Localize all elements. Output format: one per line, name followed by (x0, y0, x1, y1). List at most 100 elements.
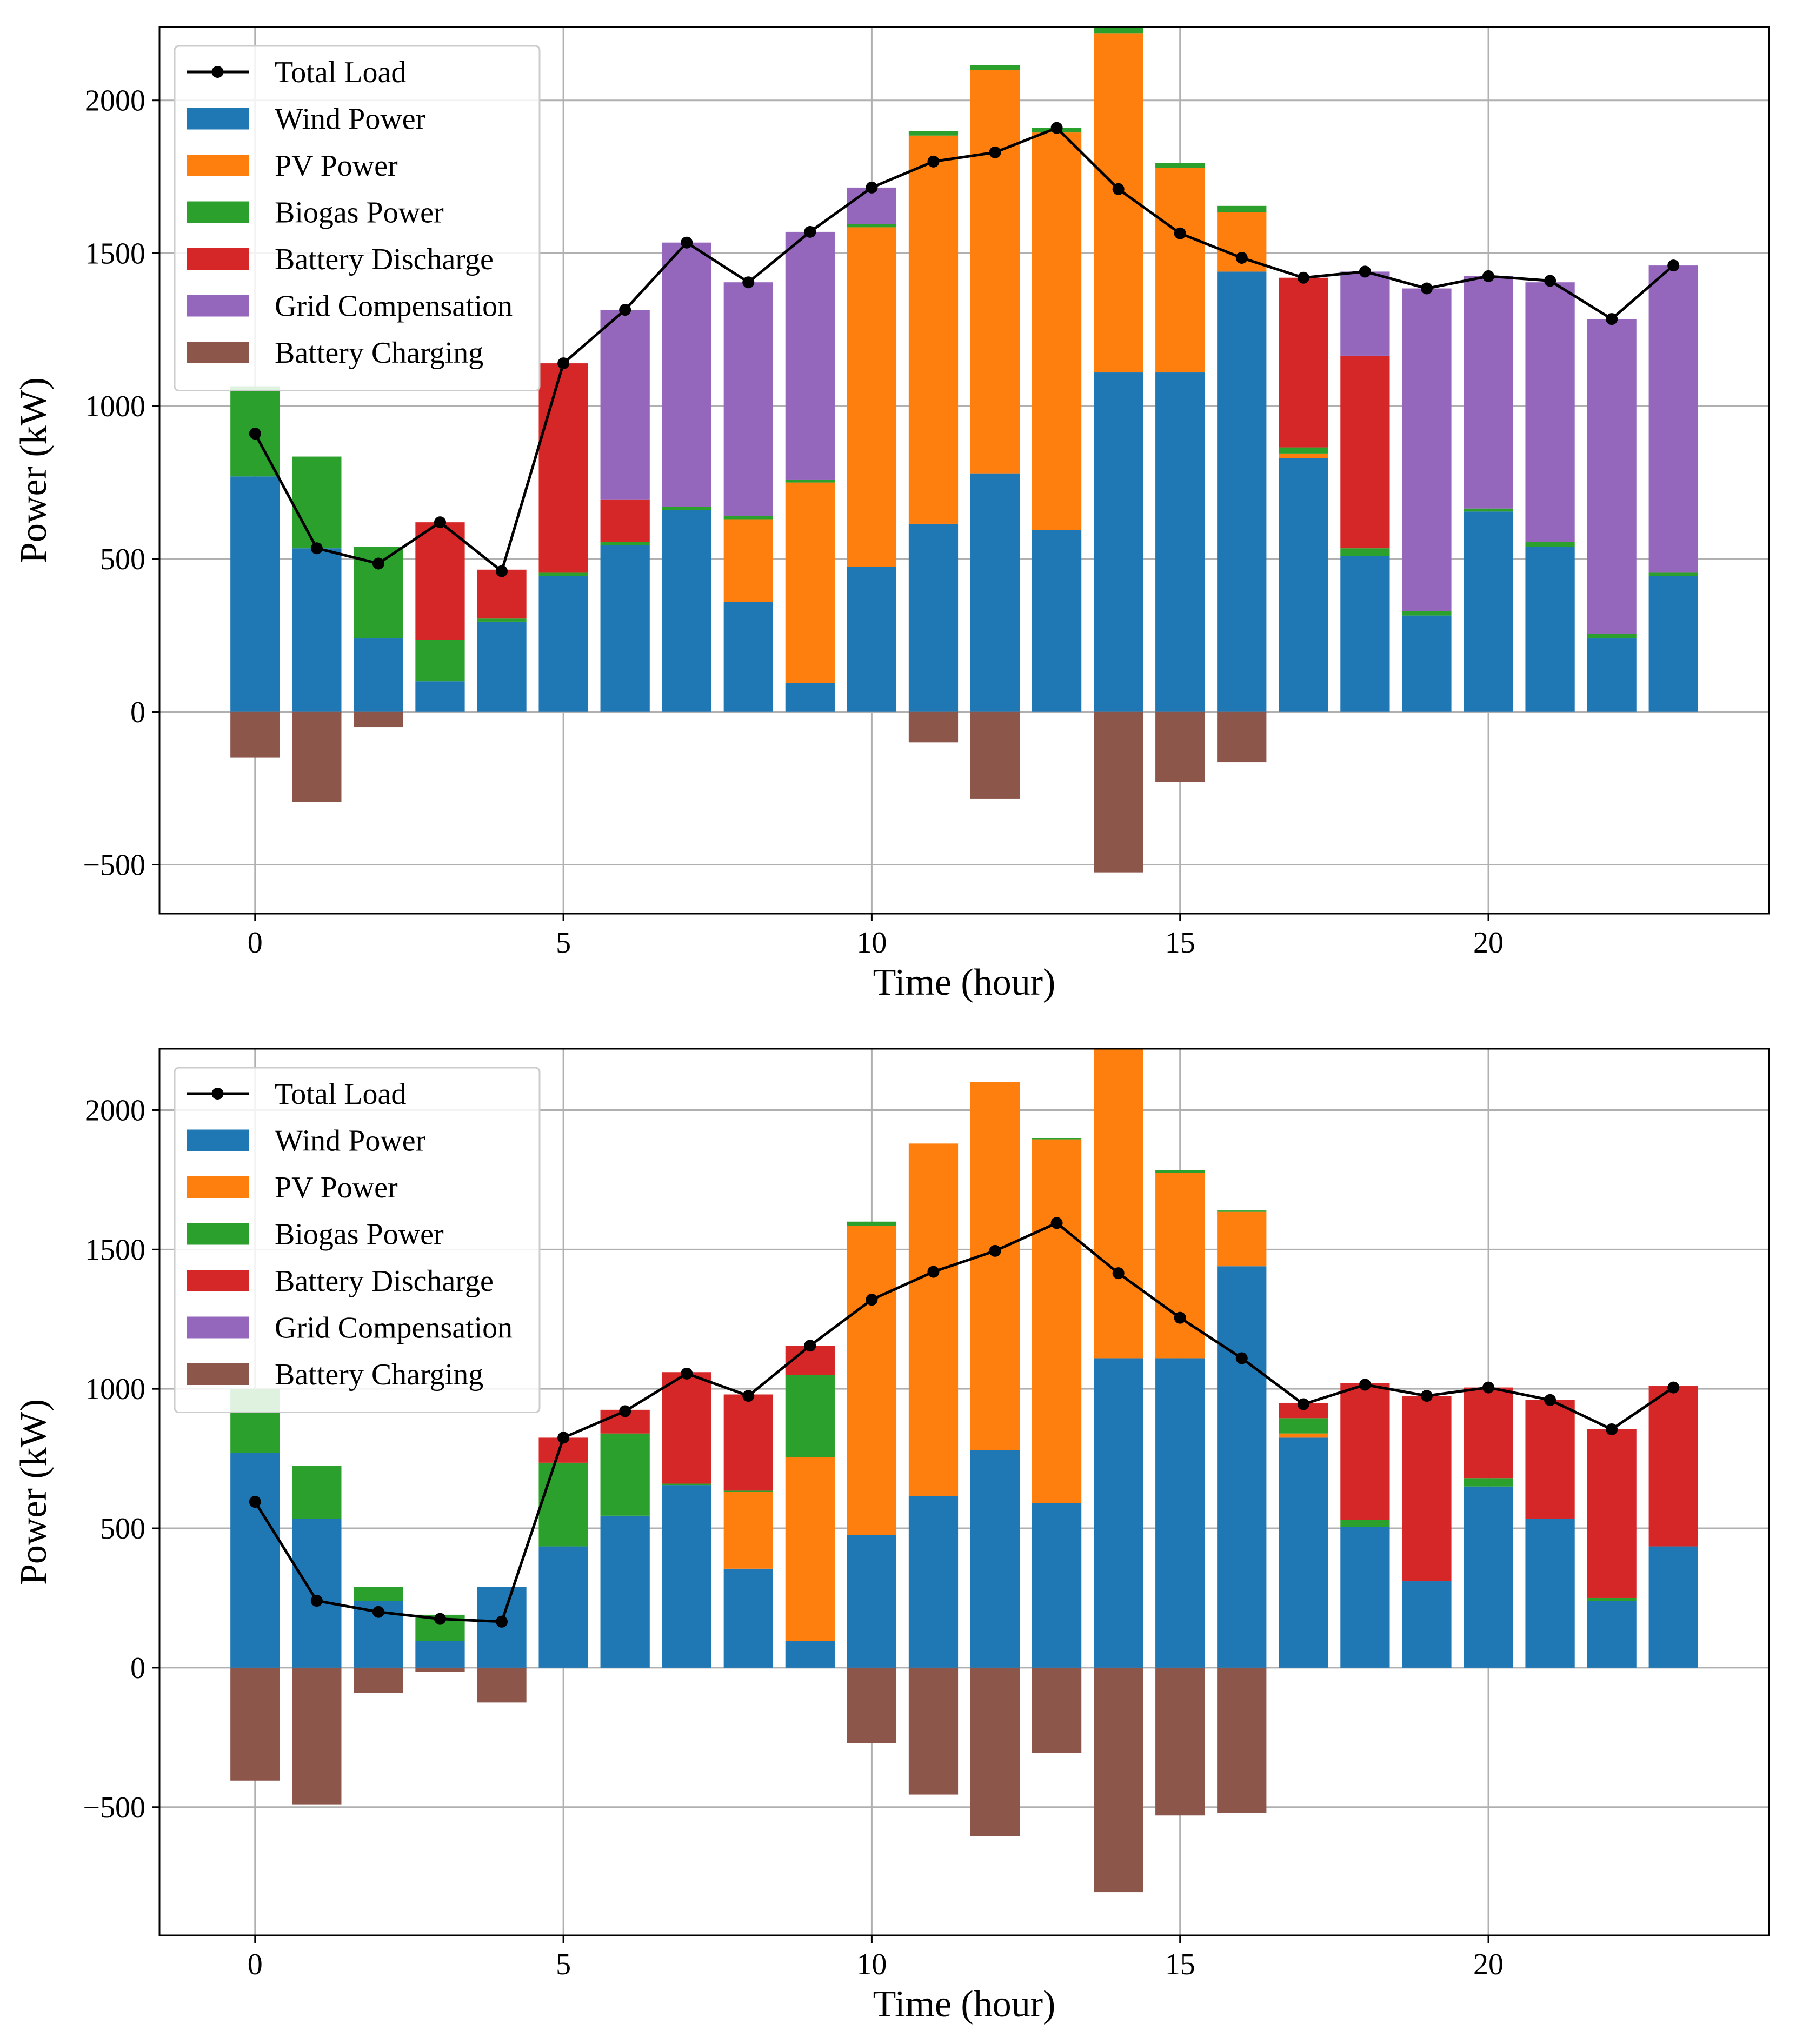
bar-biogas-power-hour-16 (1217, 1210, 1267, 1212)
chart-bottom: 0 5 10 15 20 −500 0 500 1000 1500 2000 Time (hour) P… (13, 1048, 1770, 2025)
bar-battery-discharge-hour-3 (415, 522, 465, 640)
point-total-load-hour-14 (1112, 1267, 1125, 1280)
bar-biogas-power-hour-7 (662, 507, 711, 510)
bar-wind-power-hour-16 (1217, 271, 1267, 712)
bar-battery-discharge-hour-17 (1279, 277, 1328, 448)
bar-biogas-power-hour-4 (477, 618, 527, 622)
point-total-load-hour-10 (866, 1294, 878, 1306)
legend-swatch-battery-discharge (187, 248, 249, 270)
bar-grid-compensation-hour-23 (1648, 265, 1698, 573)
bar-wind-power-hour-12 (970, 473, 1020, 712)
bar-wind-power-hour-22 (1587, 1601, 1637, 1668)
legend-box (174, 1067, 541, 1413)
bar-pv-power-hour-13 (1032, 132, 1082, 530)
bar-battery-charging-hour-11 (908, 1667, 959, 1795)
x-tick-label: 0 (248, 926, 263, 960)
bar-biogas-power-hour-5 (538, 1462, 588, 1547)
legend-swatch-wind-power (187, 108, 249, 130)
bar-wind-power-hour-22 (1587, 638, 1637, 712)
x-tick-label: 15 (1165, 926, 1195, 960)
point-total-load-hour-19 (1420, 1390, 1433, 1402)
point-total-load-hour-3 (434, 516, 446, 529)
x-tick-label: 5 (556, 926, 571, 960)
x-axis-label: Time (hour) (873, 962, 1056, 1003)
legend-label-biogas-power: Biogas Power (275, 196, 444, 230)
bar-biogas-power-hour-3 (415, 640, 465, 682)
bar-battery-discharge-hour-7 (662, 1372, 711, 1484)
bar-wind-power-hour-8 (723, 602, 773, 712)
point-total-load-hour-5 (557, 1432, 570, 1444)
bar-biogas-power-hour-22 (1587, 1597, 1637, 1601)
legend-marker-total-load (211, 66, 224, 78)
bar-wind-power-hour-23 (1648, 576, 1698, 712)
bar-wind-power-hour-8 (723, 1568, 773, 1668)
bar-grid-compensation-hour-19 (1402, 288, 1452, 611)
legend-label-grid-compensation: Grid Compensation (275, 1311, 513, 1345)
point-total-load-hour-11 (927, 155, 940, 168)
point-total-load-hour-1 (310, 542, 323, 555)
bar-wind-power-hour-19 (1402, 615, 1452, 712)
bar-wind-power-hour-1 (292, 1518, 342, 1668)
line-total-load (254, 126, 1674, 574)
legend-label-pv-power: PV Power (275, 1171, 398, 1204)
bar-battery-charging-hour-16 (1217, 711, 1267, 763)
bar-wind-power-hour-9 (785, 683, 835, 712)
bar-wind-power-hour-18 (1340, 1527, 1390, 1668)
bar-battery-discharge-hour-18 (1340, 1383, 1390, 1520)
y-tick-label: 500 (100, 543, 145, 576)
bar-battery-discharge-hour-8 (723, 1394, 773, 1491)
bar-wind-power-hour-5 (538, 1546, 588, 1668)
bar-wind-power-hour-6 (600, 1515, 650, 1668)
bar-biogas-power-hour-23 (1648, 572, 1698, 576)
point-total-load-hour-12 (989, 146, 1001, 158)
bar-battery-charging-hour-14 (1094, 711, 1143, 873)
bar-biogas-power-hour-8 (723, 1490, 773, 1492)
point-total-load-hour-16 (1235, 251, 1248, 264)
point-total-load-hour-18 (1359, 265, 1371, 278)
axes-frame (158, 26, 1770, 915)
point-total-load-hour-10 (866, 181, 878, 194)
x-tick-label: 20 (1473, 1948, 1504, 1981)
bar-biogas-power-hour-20 (1464, 508, 1513, 512)
legend-label-battery-discharge: Battery Discharge (275, 1264, 494, 1298)
legend-label-battery-discharge: Battery Discharge (275, 243, 494, 276)
bar-biogas-power-hour-2 (354, 1587, 403, 1601)
point-total-load-hour-12 (989, 1244, 1001, 1257)
bar-battery-charging-hour-12 (970, 1667, 1020, 1836)
bar-biogas-power-hour-1 (292, 456, 342, 549)
legend-label-wind-power: Wind Power (275, 103, 426, 136)
bar-battery-charging-hour-1 (292, 1667, 342, 1805)
bar-battery-charging-hour-14 (1094, 1667, 1143, 1893)
y-tick-label: −500 (83, 849, 145, 882)
legend-label-battery-charging: Battery Charging (275, 336, 483, 370)
bar-grid-compensation-hour-9 (785, 231, 835, 480)
y-tick-label: 2000 (85, 84, 145, 118)
point-total-load-hour-6 (619, 304, 631, 316)
bar-battery-discharge-hour-6 (600, 499, 650, 542)
legend: Total Load Wind Power PV Power Biogas Power… (174, 45, 541, 391)
series-total-load (249, 122, 1680, 577)
bar-battery-charging-hour-10 (847, 1667, 897, 1743)
bar-battery-charging-hour-1 (292, 711, 342, 802)
bar-pv-power-hour-9 (785, 482, 835, 683)
bar-wind-power-hour-23 (1648, 1546, 1698, 1668)
y-tick-label: 2000 (85, 1094, 145, 1127)
legend-swatch-grid-compensation (187, 295, 249, 317)
bar-pv-power-hour-15 (1155, 168, 1205, 373)
bar-biogas-power-hour-8 (723, 516, 773, 520)
point-total-load-hour-14 (1112, 183, 1125, 195)
legend-label-battery-charging: Battery Charging (275, 1358, 483, 1391)
bar-biogas-power-hour-19 (1402, 611, 1452, 616)
bar-battery-charging-hour-2 (354, 1667, 403, 1693)
bar-biogas-power-hour-12 (970, 65, 1020, 70)
bar-battery-charging-hour-15 (1155, 711, 1205, 782)
bar-pv-power-hour-14 (1094, 1049, 1143, 1359)
point-total-load-hour-15 (1174, 227, 1186, 239)
point-total-load-hour-23 (1667, 259, 1680, 272)
legend-swatch-grid-compensation (187, 1316, 249, 1339)
bar-pv-power-hour-16 (1217, 1211, 1267, 1267)
point-total-load-hour-21 (1544, 275, 1556, 287)
point-total-load-hour-8 (742, 276, 755, 289)
bar-wind-power-hour-5 (538, 576, 588, 712)
bar-grid-compensation-hour-21 (1525, 282, 1575, 542)
